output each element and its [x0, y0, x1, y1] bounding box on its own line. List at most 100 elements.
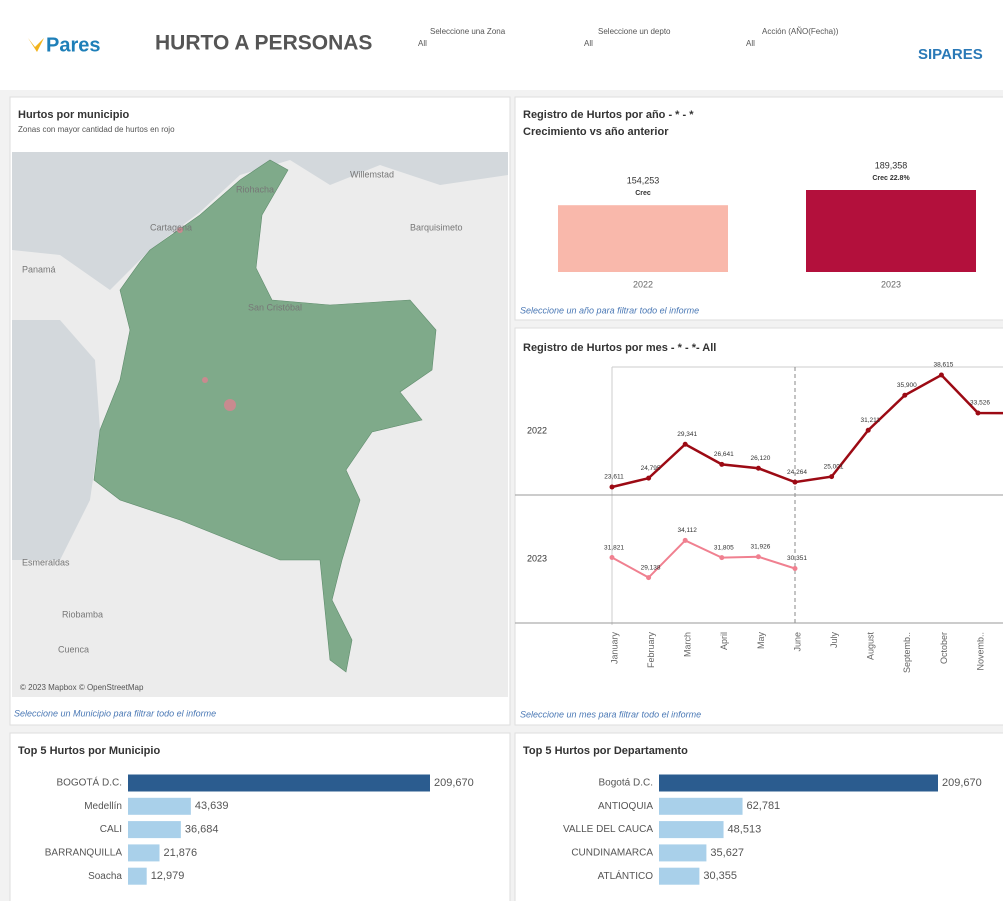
point: [609, 484, 615, 490]
logo-right: SIPARES: [918, 46, 983, 63]
hotspot: [202, 377, 208, 383]
bar: [128, 821, 181, 839]
point: [682, 537, 688, 543]
place-label: Riohacha: [236, 184, 274, 194]
filter-label: Acción (AÑO(Fecha)): [762, 27, 839, 36]
point: [719, 461, 725, 467]
annotation: Crec 22.8%: [872, 175, 910, 182]
value-label: 189,358: [875, 160, 908, 170]
bar: [128, 774, 430, 792]
place-label: Panamá: [22, 264, 56, 274]
annotation: Crec: [635, 190, 651, 197]
chart-title: Registro de Hurtos por mes - * - *- All: [523, 342, 716, 354]
value-label: 30,355: [703, 870, 737, 882]
hotspot: [177, 227, 183, 233]
filter-value[interactable]: All: [746, 39, 755, 48]
x-tick-label: Septemb..: [902, 632, 912, 673]
point: [646, 575, 652, 581]
month-panel: [514, 327, 1003, 726]
value-label: 33,526: [970, 400, 990, 407]
x-tick-label: April: [719, 632, 729, 650]
value-label: 29,138: [641, 564, 661, 571]
x-tick-label: 2022: [633, 279, 653, 289]
point: [719, 555, 725, 561]
filter-label: Seleccione una Zona: [430, 27, 506, 36]
value-label: 30,351: [787, 555, 807, 562]
value-label: 48,513: [728, 824, 762, 836]
depto-panel: [514, 732, 1003, 901]
place-label: Willemstad: [350, 169, 394, 179]
value-label: 31,821: [604, 544, 624, 551]
bar: [128, 797, 191, 815]
y-tick-label: BARRANQUILLA: [45, 848, 123, 859]
value-label: 24,264: [787, 469, 807, 476]
value-label: 23,611: [604, 474, 624, 481]
logo-icon: [28, 38, 44, 52]
map-note: Seleccione un Municipio para filtrar tod…: [14, 708, 216, 718]
value-label: 31,211: [860, 417, 880, 424]
hotspot: [224, 399, 236, 411]
bar: [558, 205, 728, 272]
bar: [659, 867, 700, 885]
point: [755, 554, 761, 560]
value-label: 36,684: [185, 824, 219, 836]
point: [755, 465, 761, 471]
filter-value[interactable]: All: [584, 39, 593, 48]
value-label: 31,805: [714, 544, 734, 551]
x-tick-label: Novemb..: [975, 632, 985, 671]
chart-subtitle: Crecimiento vs año anterior: [523, 126, 669, 138]
value-label: 25,001: [824, 463, 844, 470]
logo: Pares: [46, 34, 101, 56]
bar: [659, 844, 707, 862]
value-label: 26,641: [714, 451, 734, 458]
point: [975, 410, 981, 416]
map-subtitle: Zonas con mayor cantidad de hurtos en ro…: [18, 125, 175, 134]
y-tick-label: Bogotá D.C.: [599, 778, 653, 789]
chart-title: Top 5 Hurtos por Municipio: [18, 745, 160, 757]
chart-title: Top 5 Hurtos por Departamento: [523, 745, 688, 757]
point: [865, 427, 871, 433]
value-label: 43,639: [195, 800, 229, 812]
place-label: San Cristóbal: [248, 302, 302, 312]
value-label: 35,627: [710, 847, 744, 859]
y-tick-label: Soacha: [88, 871, 122, 882]
value-label: 24,795: [641, 465, 661, 472]
value-label: 29,341: [677, 431, 697, 438]
place-label: Riobamba: [62, 609, 103, 619]
municipio-panel: [9, 732, 511, 901]
value-label: 35,900: [897, 382, 917, 389]
x-tick-label: May: [756, 632, 766, 650]
bar: [806, 190, 976, 272]
row-label: 2022: [527, 425, 547, 435]
dashboard-title: HURTO A PERSONAS: [155, 32, 372, 55]
y-tick-label: BOGOTÁ D.C.: [56, 776, 122, 789]
colombia-shape: [93, 159, 437, 673]
header: [0, 0, 1003, 90]
value-label: 209,670: [942, 777, 982, 789]
value-label: 31,926: [750, 543, 770, 550]
line: [611, 373, 1003, 489]
value-label: 12,979: [151, 870, 185, 882]
point: [792, 479, 798, 485]
point: [938, 372, 944, 378]
filter-label: Seleccione un depto: [598, 27, 671, 36]
chart-note: Seleccione un año para filtrar todo el i…: [520, 305, 699, 315]
y-tick-label: VALLE DEL CAUCA: [563, 824, 653, 835]
point: [646, 475, 652, 481]
value-label: 38,615: [933, 362, 953, 369]
y-tick-label: ATLÁNTICO: [598, 869, 654, 882]
map-title: Hurtos por municipio: [18, 109, 130, 121]
value-label: 26,120: [750, 455, 770, 462]
place-label: Cartagena: [150, 222, 192, 232]
bar: [128, 867, 147, 885]
x-tick-label: 2023: [881, 279, 901, 289]
bar: [659, 821, 724, 839]
value-label: 34,112: [677, 527, 697, 534]
filter-value[interactable]: All: [418, 39, 427, 48]
value-label: 21,876: [164, 847, 198, 859]
value-label: 209,670: [434, 777, 474, 789]
bar: [659, 774, 938, 792]
bar: [659, 797, 743, 815]
